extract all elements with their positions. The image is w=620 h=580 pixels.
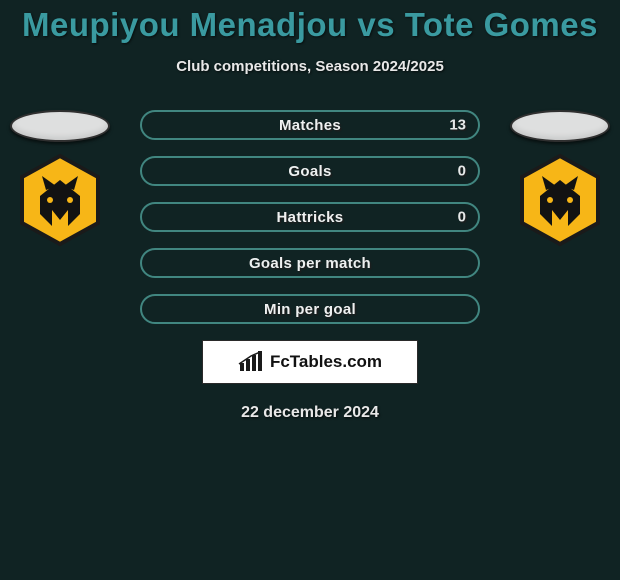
page-title: Meupiyou Menadjou vs Tote Gomes: [0, 0, 620, 44]
comparison-stage: Matches 13 Goals 0 Hattricks 0 Goals per…: [0, 110, 620, 422]
player-left-avatar: [10, 110, 110, 142]
stat-row-hattricks: Hattricks 0: [140, 202, 480, 232]
stat-bars: Matches 13 Goals 0 Hattricks 0 Goals per…: [140, 110, 480, 324]
stat-row-goals-per-match: Goals per match: [140, 248, 480, 278]
stat-label: Goals: [288, 163, 331, 180]
stat-label: Min per goal: [264, 301, 356, 318]
bar-chart-icon: [238, 351, 264, 373]
stat-row-goals: Goals 0: [140, 156, 480, 186]
brand-box: FcTables.com: [202, 340, 418, 384]
stat-right-value: 13: [449, 117, 466, 134]
wolves-badge-icon: [510, 150, 610, 250]
stat-row-matches: Matches 13: [140, 110, 480, 140]
stat-right-value: 0: [458, 209, 466, 226]
player-right-avatar: [510, 110, 610, 142]
date-text: 22 december 2024: [0, 404, 620, 422]
player-left-column: [0, 110, 120, 250]
stat-label: Hattricks: [277, 209, 344, 226]
wolves-badge-icon: [10, 150, 110, 250]
stat-row-min-per-goal: Min per goal: [140, 294, 480, 324]
stat-label: Goals per match: [249, 255, 371, 272]
brand-text: FcTables.com: [270, 352, 382, 372]
player-right-club-badge: [510, 150, 610, 250]
subtitle: Club competitions, Season 2024/2025: [0, 58, 620, 75]
player-right-column: [500, 110, 620, 250]
player-left-club-badge: [10, 150, 110, 250]
stat-right-value: 0: [458, 163, 466, 180]
stat-label: Matches: [279, 117, 341, 134]
